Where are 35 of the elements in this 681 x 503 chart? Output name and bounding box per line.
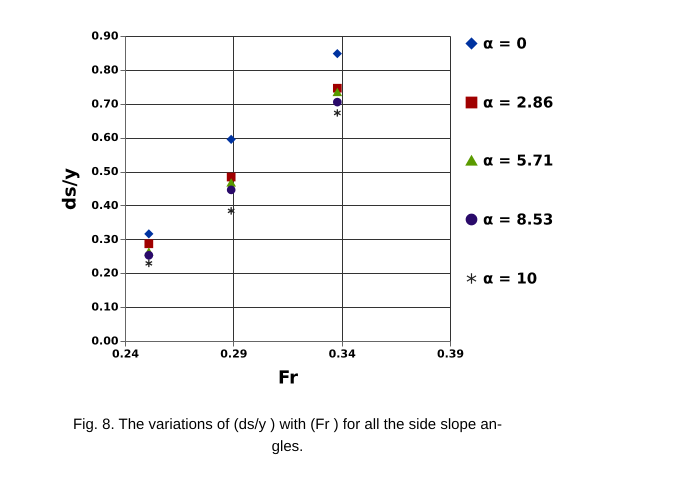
- y-tick-label: 0.10: [91, 300, 119, 314]
- y-tick-label: 0.70: [91, 97, 119, 110]
- x-axis-title: Fr: [278, 368, 298, 388]
- point: [144, 230, 154, 238]
- point: [226, 178, 236, 187]
- y-axis-title: ds/y: [59, 168, 80, 210]
- legend-label: α = 5.71: [483, 152, 554, 170]
- point: [144, 259, 153, 268]
- y-tick-label: 0.60: [91, 131, 119, 144]
- legend-label: α = 8.53: [483, 210, 554, 228]
- x-tick-label: 0.39: [436, 348, 464, 360]
- point: [333, 108, 342, 118]
- legend-label: α = 0: [483, 34, 527, 52]
- x-tick-label: 0.24: [112, 348, 140, 360]
- y-tick-label: 0.90: [91, 30, 119, 42]
- y-tick-label: 0.80: [91, 63, 119, 76]
- point: [226, 172, 236, 182]
- point: [144, 250, 154, 260]
- x-tick-label: 0.34: [328, 348, 356, 360]
- y-tick-label: 0.40: [91, 198, 119, 212]
- point: [332, 49, 342, 58]
- y-tick-label: 0.00: [91, 334, 119, 348]
- caption: Fig. 8. The variations of (ds/y ) with (Fr ) for all the side slope an- gles.: [72, 416, 502, 455]
- y-tick-label: 0.20: [91, 266, 119, 280]
- point: [332, 88, 342, 96]
- point: [226, 186, 236, 194]
- point: [144, 239, 154, 248]
- point: [227, 206, 236, 216]
- y-tick-label: 0.50: [91, 165, 119, 178]
- x-tick-label: 0.29: [220, 348, 248, 360]
- y-tick-label: 0.30: [91, 232, 119, 246]
- point: [226, 135, 236, 144]
- point: [332, 98, 342, 106]
- legend-label: α = 10: [483, 270, 538, 288]
- legend-label: α = 2.86: [483, 94, 554, 112]
